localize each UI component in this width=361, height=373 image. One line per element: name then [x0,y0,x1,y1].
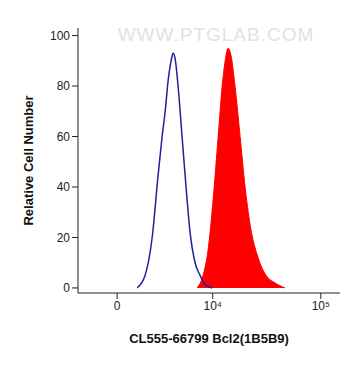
svg-text:40: 40 [57,180,71,194]
svg-text:0: 0 [63,281,70,295]
html-text:WWW.PTGLAB.COM: WWW.PTGLAB.COM [117,24,315,45]
svg-text:CL555-66799 Bcl2(1B5B9): CL555-66799 Bcl2(1B5B9) [129,331,289,346]
svg-text:10⁴: 10⁴ [203,299,222,313]
svg-text:10⁵: 10⁵ [312,299,330,313]
svg-text:80: 80 [57,79,71,93]
svg-text:Relative Cell Number: Relative Cell Number [21,95,36,225]
svg-text:20: 20 [57,231,71,245]
svg-text:100: 100 [50,29,70,43]
svg-text:60: 60 [57,130,71,144]
svg-text:0: 0 [114,299,121,313]
